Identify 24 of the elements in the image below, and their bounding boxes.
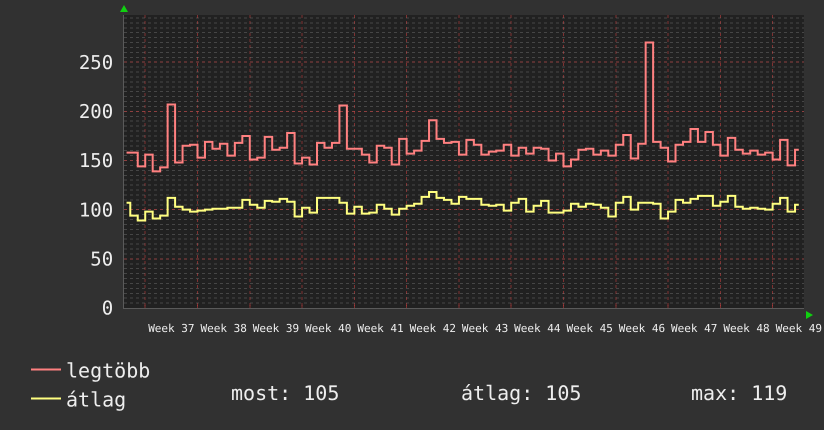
- x-tick-label: Week 45: [566, 322, 613, 336]
- x-tick-label: Week 40: [305, 322, 352, 336]
- y-tick-label: 150: [78, 150, 114, 172]
- y-tick-label: 250: [78, 52, 114, 74]
- legend-label: átlag: [66, 387, 126, 412]
- x-tick-label: Week 37: [148, 322, 195, 336]
- x-tick-label: Week 44: [514, 322, 561, 336]
- text: max: 119: [691, 381, 788, 405]
- y-tick-label: 0: [102, 298, 114, 320]
- x-tick-label: Week 48: [723, 322, 770, 336]
- x-tick-label: Week 43: [462, 322, 508, 336]
- x-tick-label: Week 47: [671, 322, 718, 336]
- x-tick-label: Week 39: [252, 322, 300, 336]
- y-tick-label: 200: [78, 101, 114, 124]
- y-tick-label: 50: [90, 248, 114, 270]
- x-tick-label: Week 41: [357, 322, 404, 336]
- x-tick-label: Week 38: [200, 322, 247, 336]
- text: átlag: 105: [461, 381, 582, 405]
- x-tick-label: Week 42: [410, 322, 456, 336]
- legend-label: legtöbb: [66, 358, 150, 382]
- text: most: 105: [231, 381, 340, 405]
- x-tick-label: Week 49: [776, 322, 822, 336]
- x-tick-label: Week 46: [618, 322, 666, 336]
- y-tick-label: 100: [78, 199, 114, 222]
